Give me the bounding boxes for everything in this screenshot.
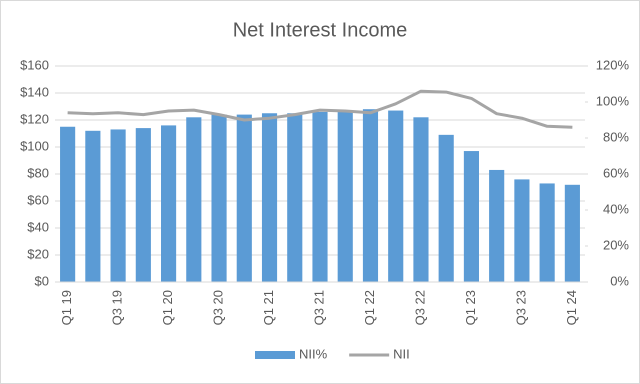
y-tick-label: $140: [20, 84, 49, 99]
bar: [85, 130, 101, 282]
bar: [489, 169, 505, 282]
y-tick-label: $60: [27, 192, 49, 207]
x-tick-label: Q1 19: [59, 290, 74, 325]
bar: [438, 134, 454, 282]
bar: [135, 128, 151, 282]
x-tick-label: Q1 20: [160, 290, 175, 325]
y-tick-label: $20: [27, 246, 49, 261]
legend-label: NII%: [299, 346, 328, 361]
y2-tick-label: 60%: [603, 165, 629, 180]
bar: [110, 129, 126, 282]
x-tick-label: Q3 23: [513, 290, 528, 325]
x-tick-label: Q3 20: [210, 290, 225, 325]
y2-tick-label: 20%: [603, 237, 629, 252]
line: [67, 89, 573, 129]
bar: [186, 117, 202, 282]
bar: [413, 117, 429, 282]
bar: [312, 111, 328, 283]
bar: [236, 114, 252, 282]
y-tick-label: $160: [20, 57, 49, 72]
y-tick-label: $120: [20, 111, 49, 126]
y2-tick-label: 80%: [603, 129, 629, 144]
x-tick-label: Q1 21: [261, 290, 276, 325]
x-tick-label: Q1 24: [564, 290, 579, 325]
legend-label: NII: [393, 346, 410, 361]
y2-tick-label: 100%: [596, 93, 630, 108]
y-tick-label: $100: [20, 138, 49, 153]
y2-tick-label: 40%: [603, 201, 629, 216]
y-tick-label: $0: [35, 273, 49, 288]
bar: [287, 113, 303, 282]
bar: [261, 113, 278, 282]
chart-title: Net Interest Income: [233, 19, 408, 41]
bar: [362, 109, 379, 282]
y2-tick-label: 120%: [596, 57, 630, 72]
bar: [463, 151, 479, 282]
bar: [539, 183, 555, 282]
y2-tick-label: 0%: [610, 273, 629, 288]
x-tick-label: Q3 19: [110, 290, 125, 325]
y-tick-label: $40: [27, 219, 49, 234]
bar: [60, 126, 76, 282]
bar: [161, 125, 177, 283]
x-tick-label: Q1 22: [362, 290, 377, 325]
bar: [564, 184, 580, 282]
legend-swatch: [255, 351, 295, 359]
x-tick-label: Q3 21: [311, 290, 326, 325]
bar: [388, 110, 404, 282]
bar: [337, 110, 353, 282]
x-tick-label: Q1 23: [463, 290, 478, 325]
x-tick-label: Q3 22: [412, 290, 427, 325]
bar: [514, 179, 530, 282]
bar: [211, 114, 227, 282]
y-tick-label: $80: [27, 165, 49, 180]
